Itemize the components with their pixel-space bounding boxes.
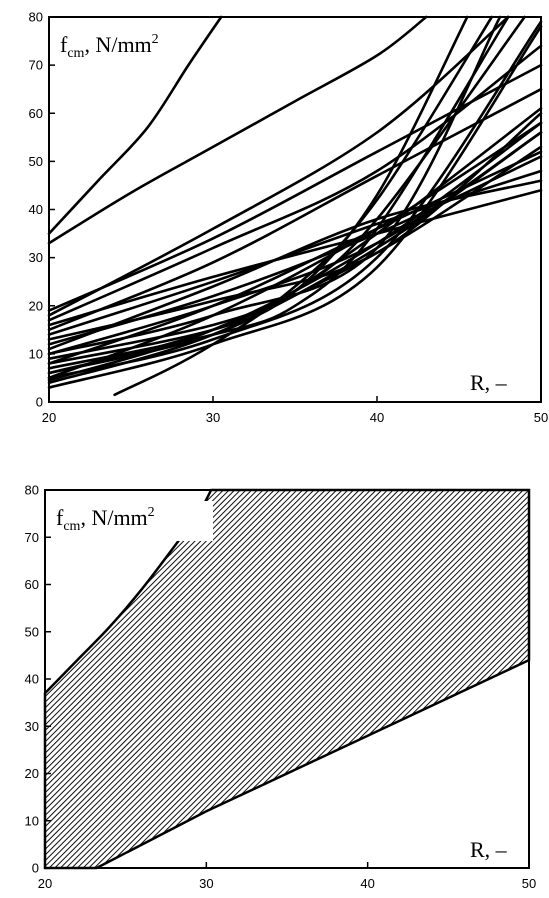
series-line-2 [47, 15, 428, 245]
y-tick-label: 10 [29, 346, 43, 361]
x-tick-label: 20 [38, 876, 52, 891]
x-tick-label: 50 [522, 876, 536, 891]
y-tick-label: 50 [29, 154, 43, 169]
y-tick-label: 60 [25, 577, 39, 592]
y-tick-label: 0 [36, 395, 43, 410]
series-line-22 [47, 25, 543, 389]
y-axis: 0 10 20 30 40 50 60 70 80 [25, 483, 51, 876]
y-tick-label: 40 [29, 202, 43, 217]
series-line-15 [47, 188, 543, 327]
x-tick-label: 50 [534, 410, 548, 425]
y-tick-label: 80 [29, 10, 43, 25]
series-line-11 [47, 131, 543, 356]
y-tick-label: 0 [32, 861, 39, 876]
x-axis-label: R, – [470, 837, 508, 862]
series-line-13 [47, 169, 543, 336]
series-line-25 [47, 121, 543, 382]
y-tick-label: 60 [29, 106, 43, 121]
x-tick-label: 30 [199, 876, 213, 891]
x-tick-label: 20 [42, 410, 56, 425]
y-tick-label: 30 [25, 719, 39, 734]
series-line-23 [47, 15, 502, 356]
series-line-5 [47, 63, 543, 312]
chart-top: 0 10 20 30 40 50 60 70 80 20 30 40 50 fcm, N/mm2 R,… [29, 10, 549, 426]
y-tick-label: 80 [25, 483, 39, 498]
y-tick-label: 30 [29, 250, 43, 265]
y-axis-label: fcm, N/mm2 [56, 505, 155, 534]
y-tick-label: 20 [25, 766, 39, 781]
series-line-19 [47, 15, 510, 370]
series-line-1 [47, 15, 223, 235]
y-tick-label: 70 [25, 530, 39, 545]
x-tick-label: 40 [370, 410, 384, 425]
x-tick-label: 40 [360, 876, 374, 891]
y-tick-label: 70 [29, 58, 43, 73]
series-line-21 [47, 20, 543, 380]
y-axis-label: fcm, N/mm2 [60, 32, 159, 61]
series-line-6 [47, 87, 543, 332]
y-axis: 0 10 20 30 40 50 60 70 80 [29, 10, 55, 410]
x-axis: 20 30 40 50 [38, 862, 536, 891]
y-tick-label: 10 [25, 813, 39, 828]
x-axis: 20 30 40 50 [42, 396, 548, 425]
y-tick-label: 20 [29, 298, 43, 313]
chart-bottom: 0 10 20 30 40 50 60 70 80 20 30 40 50 fcm, N/mm2 R,… [25, 483, 537, 892]
x-tick-label: 30 [206, 410, 220, 425]
scatter-band-area [43, 488, 531, 870]
y-tick-label: 40 [25, 672, 39, 687]
series-line-3 [47, 15, 510, 317]
series-line-8 [47, 121, 543, 380]
label-background [53, 501, 213, 541]
x-axis-label: R, – [470, 370, 508, 395]
series-lines [47, 15, 543, 397]
y-tick-label: 50 [25, 624, 39, 639]
